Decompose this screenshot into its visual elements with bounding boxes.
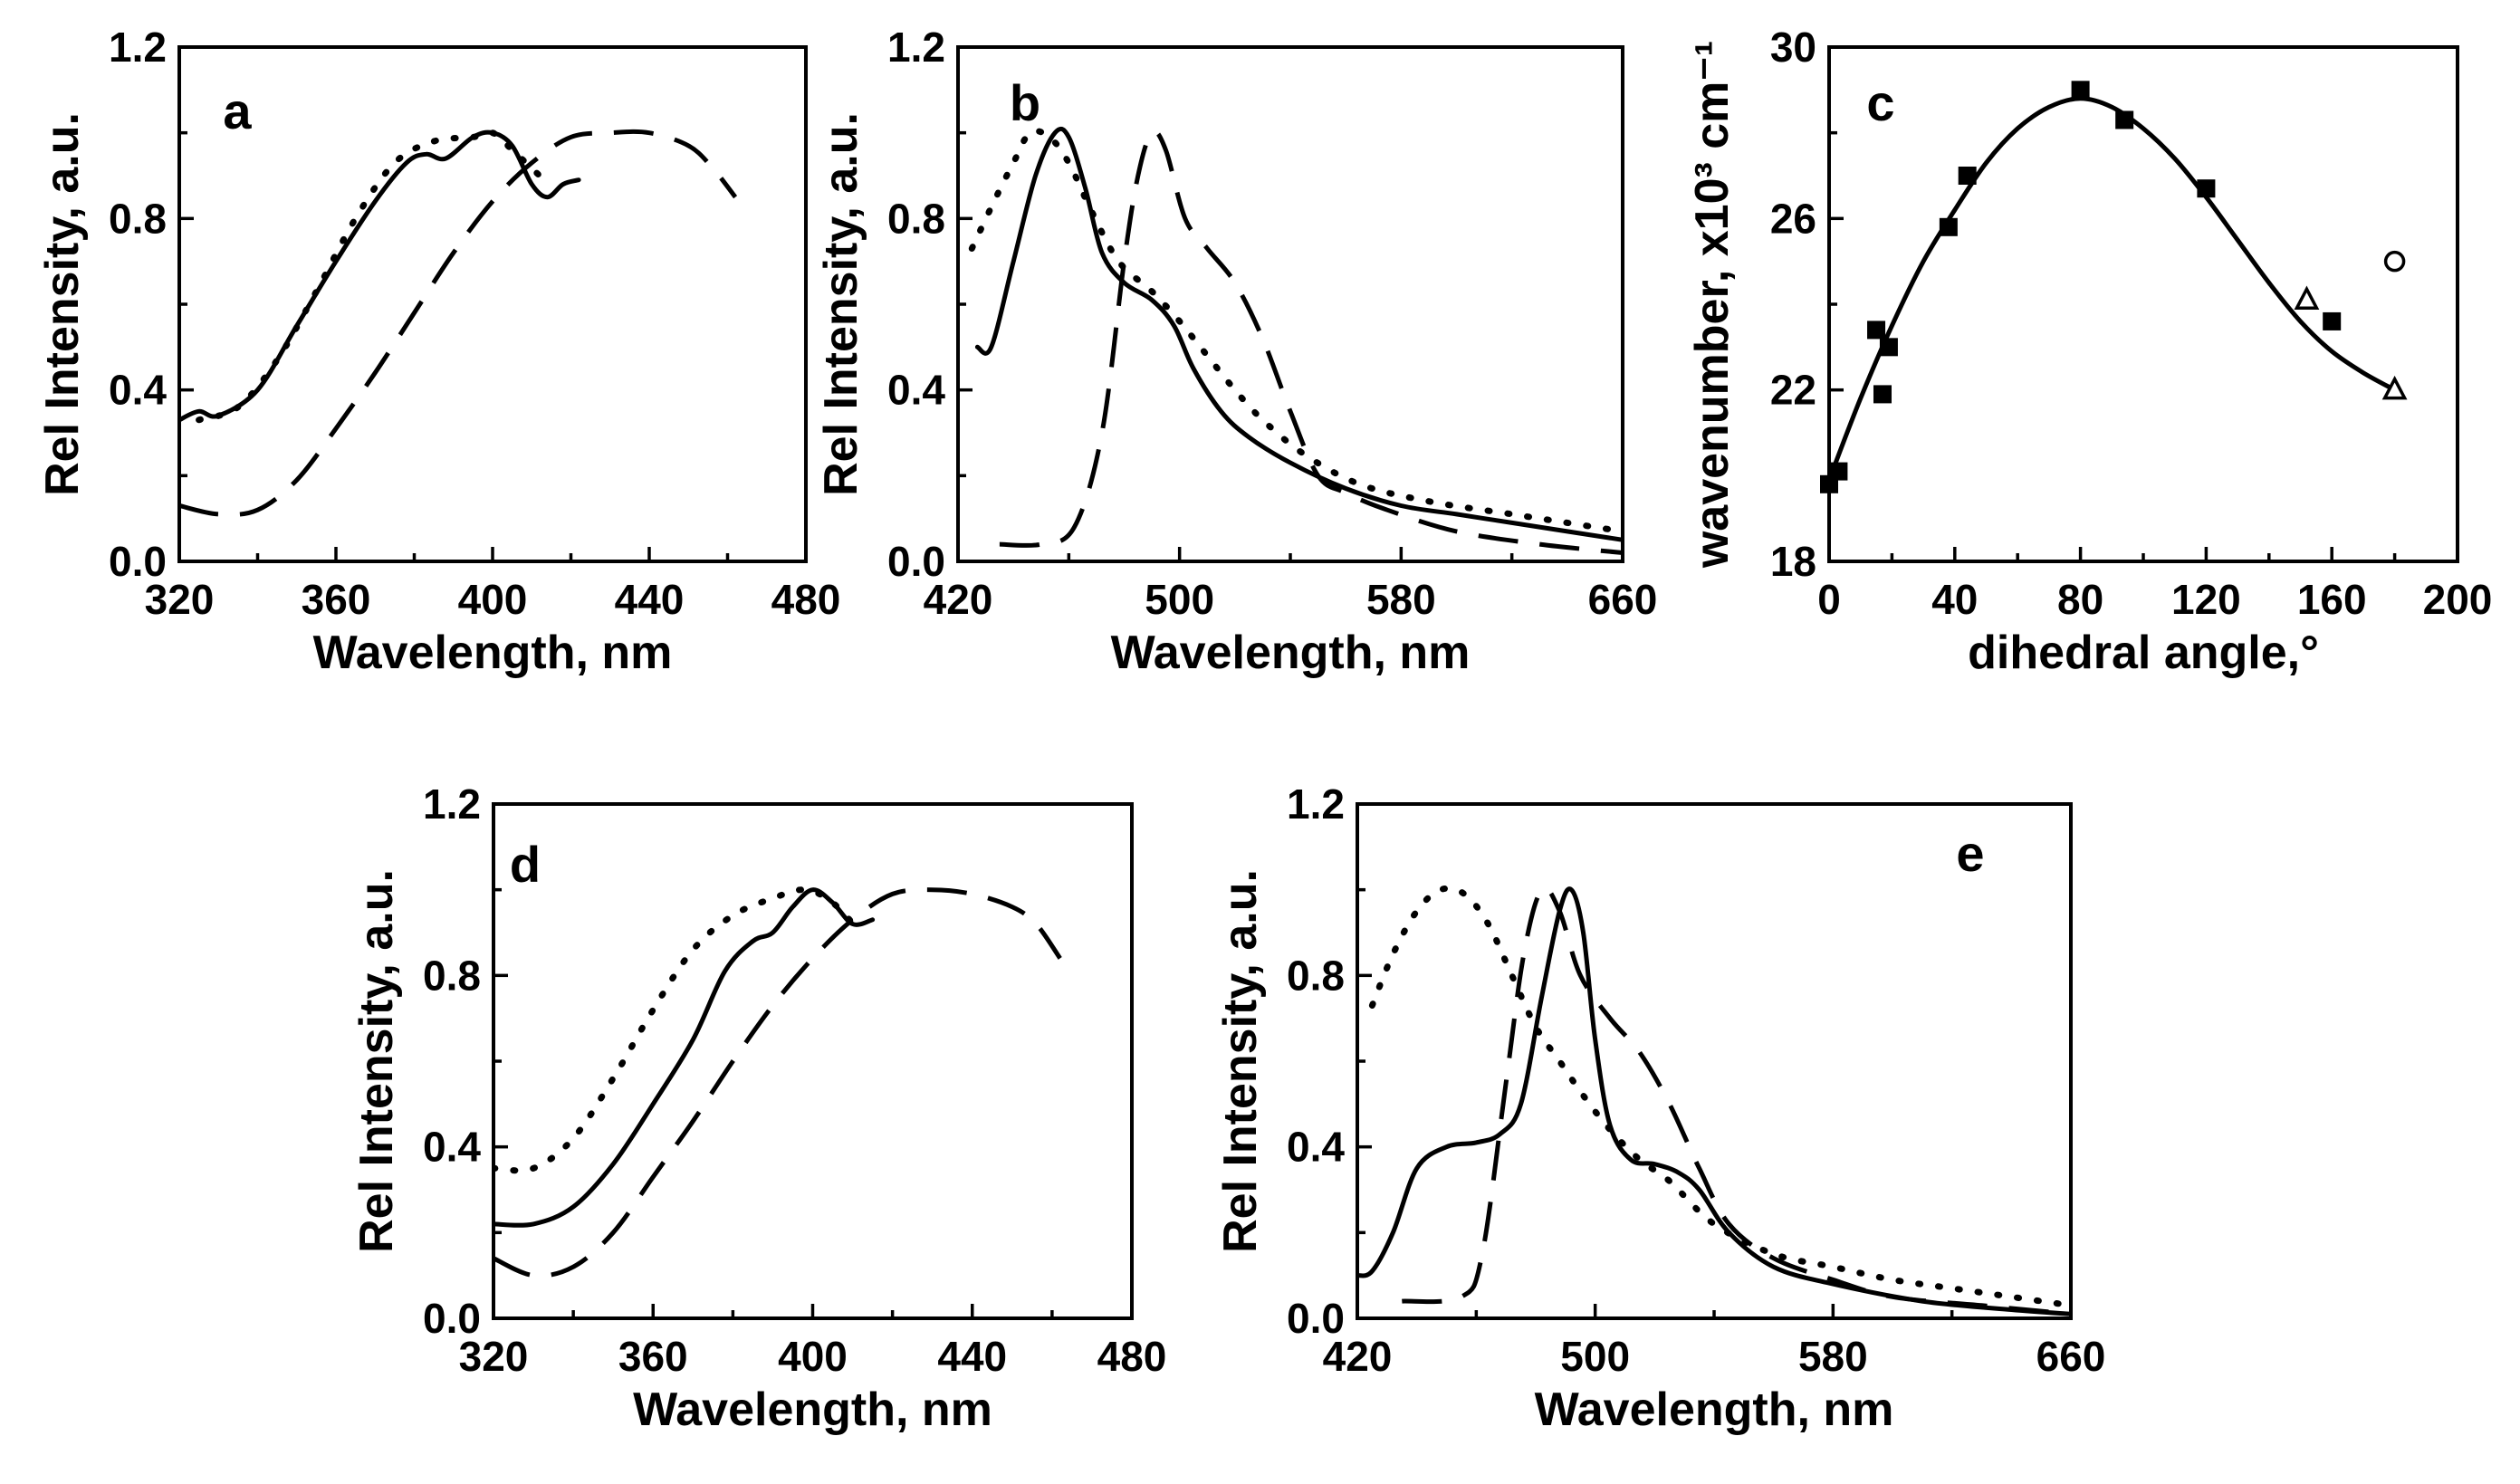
x-tick-label: 440 — [937, 1333, 1007, 1380]
data-point-triangle — [2294, 285, 2320, 311]
y-tick-label: 0.4 — [423, 1124, 481, 1171]
y-tick-label: 1.2 — [423, 780, 481, 828]
fit-curve — [1829, 96, 2398, 483]
data-point-square — [2115, 110, 2134, 129]
series-line-solid — [974, 126, 1623, 542]
x-tick-label: 200 — [2423, 576, 2493, 623]
data-point-square — [1958, 167, 1977, 185]
series-line-dot — [493, 886, 864, 1174]
data-layer — [1357, 885, 2071, 1316]
data-point-square — [2071, 81, 2090, 100]
panel-c: 0 40 80 120 160 200 18 22 26 30 dihedral angle,° wa… — [1686, 24, 2492, 679]
y-tick-label: 0.4 — [109, 367, 167, 414]
x-axis-label: Wavelength, nm — [1111, 627, 1471, 679]
x-axis-label: Wavelength, nm — [313, 627, 673, 679]
y-axis-label: Rel Intensity, a.u. — [36, 112, 89, 496]
y-tick-label: 0.0 — [1287, 1295, 1345, 1342]
y-tick-label: 1.2 — [1287, 780, 1345, 828]
y-axis-label: Rel Intensity, a.u. — [815, 112, 867, 496]
plot-frame — [1827, 45, 2459, 563]
y-tick-label: 0.8 — [423, 952, 481, 999]
data-layer — [968, 126, 1623, 555]
series-line-solid — [1357, 886, 2071, 1316]
x-tick-label: 400 — [778, 1333, 848, 1380]
x-tick-label: 320 — [459, 1333, 529, 1380]
panel-b: 420 500 580 660 0.0 0.4 0.8 1.2 Wavelength, nm Re… — [815, 24, 1657, 679]
x-tick-label: 500 — [1145, 576, 1214, 623]
series-line-dot — [1368, 885, 2071, 1309]
y-tick-label: 22 — [1770, 367, 1816, 414]
y-axis-label: Rel Intensity, a.u. — [1214, 869, 1267, 1253]
x-tick-label: 80 — [2057, 576, 2103, 623]
series-line-dash — [493, 887, 1062, 1278]
series-line-dash — [1402, 886, 2071, 1316]
data-layer — [493, 886, 1062, 1278]
x-tick-label: 660 — [1588, 576, 1658, 623]
x-tick-label: 40 — [1931, 576, 1978, 623]
y-tick-label: 0.0 — [109, 538, 167, 585]
y-tick-label: 1.2 — [109, 24, 167, 71]
x-tick-label: 400 — [458, 576, 528, 623]
x-tick-label: 360 — [618, 1333, 688, 1380]
y-tick-label: 0.0 — [887, 538, 945, 585]
panel-d: 320 360 400 440 480 0.0 0.4 0.8 1.2 Wavelength, n… — [350, 780, 1166, 1436]
plot-frame — [177, 45, 808, 563]
y-axis-label: Rel Intensity, a.u. — [350, 869, 403, 1253]
data-point-square — [1879, 338, 1898, 357]
data-point-square — [1867, 321, 1886, 340]
x-tick-label: 120 — [2171, 576, 2241, 623]
data-point-square — [1873, 385, 1892, 404]
x-tick-label: 420 — [1323, 1333, 1393, 1380]
x-tick-label: 580 — [1366, 576, 1436, 623]
panel-label: c — [1866, 74, 1894, 131]
y-tick-label: 26 — [1770, 195, 1816, 242]
x-tick-label: 420 — [924, 576, 993, 623]
data-layer — [1829, 96, 2398, 483]
series-line-solid — [493, 887, 876, 1228]
x-tick-label: 660 — [2036, 1333, 2106, 1380]
panel-a: 320 360 400 440 480 0.0 0.4 0.8 1.2 Wavelength, n… — [36, 24, 840, 679]
x-tick-label: 440 — [615, 576, 685, 623]
x-tick-label: 480 — [1097, 1333, 1167, 1380]
panel-label: d — [510, 836, 541, 893]
series-line-dot — [196, 129, 543, 424]
x-tick-label: 580 — [1798, 1333, 1868, 1380]
x-axis-label: Wavelength, nm — [1535, 1383, 1894, 1436]
y-tick-label: 0.4 — [1287, 1124, 1345, 1171]
y-tick-label: 0.8 — [1287, 952, 1345, 999]
data-point-square — [2323, 311, 2342, 330]
plot-frame — [492, 802, 1134, 1320]
data-point-circle — [2383, 250, 2406, 273]
data-point-square — [1939, 217, 1958, 236]
y-tick-label: 18 — [1770, 538, 1816, 585]
panel-e: 420 500 580 660 0.0 0.4 0.8 1.2 Wavelength, nm Re… — [1214, 780, 2105, 1436]
panel-label: e — [1956, 825, 1984, 882]
y-tick-label: 0.8 — [109, 195, 167, 242]
y-tick-label: 0.4 — [887, 367, 945, 414]
x-tick-label: 360 — [302, 576, 371, 623]
x-tick-label: 0 — [1817, 576, 1841, 623]
data-layer — [179, 129, 738, 517]
panel-label: a — [223, 82, 252, 139]
series-line-dash — [999, 129, 1623, 555]
data-point-square — [1829, 462, 1848, 481]
y-tick-label: 0.0 — [423, 1295, 481, 1342]
x-axis-label: Wavelength, nm — [633, 1383, 992, 1436]
data-point-triangle — [2381, 375, 2408, 400]
y-tick-label: 1.2 — [887, 24, 945, 71]
x-tick-label: 500 — [1560, 1333, 1630, 1380]
series-line-dash — [179, 129, 738, 517]
y-tick-label: 0.8 — [887, 195, 945, 242]
panel-label: b — [1010, 74, 1040, 131]
x-tick-label: 480 — [771, 576, 841, 623]
series-line-dot — [968, 128, 1623, 535]
x-tick-label: 160 — [2297, 576, 2367, 623]
x-tick-label: 320 — [145, 576, 215, 623]
data-point-square — [2197, 179, 2216, 198]
y-axis-label: wavenumber, x10³ cm⁻¹ — [1686, 41, 1739, 569]
plot-frame — [956, 45, 1624, 563]
x-axis-label: dihedral angle,° — [1968, 627, 2319, 679]
y-tick-label: 30 — [1770, 24, 1816, 71]
